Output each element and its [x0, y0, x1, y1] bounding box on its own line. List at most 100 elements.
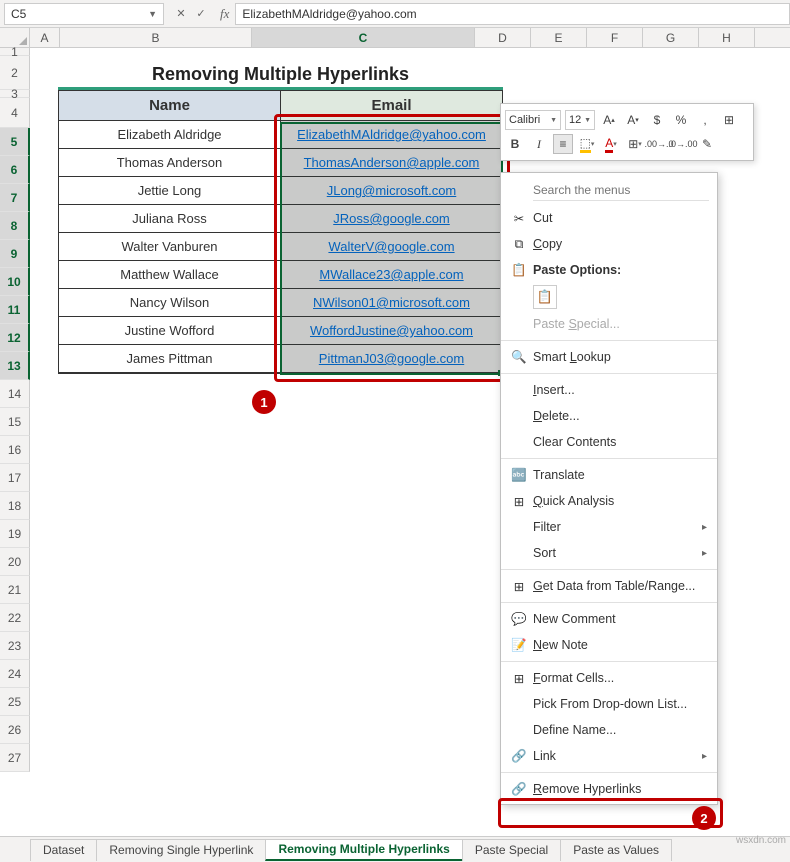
- row-header-20[interactable]: 20: [0, 548, 30, 576]
- row-header-25[interactable]: 25: [0, 688, 30, 716]
- cell-name[interactable]: James Pittman: [59, 345, 281, 372]
- italic-icon[interactable]: I: [529, 134, 549, 154]
- menu-search-input[interactable]: [533, 179, 709, 201]
- cell-name[interactable]: Jettie Long: [59, 177, 281, 204]
- menu-cut[interactable]: ✂Cut: [501, 205, 717, 231]
- currency-icon[interactable]: $: [647, 110, 667, 130]
- row-header-16[interactable]: 16: [0, 436, 30, 464]
- menu-remove[interactable]: 🔗Remove Hyperlinks: [501, 776, 717, 802]
- row-header-5[interactable]: 5: [0, 128, 30, 156]
- row-header-19[interactable]: 19: [0, 520, 30, 548]
- cell-email[interactable]: ThomasAnderson@apple.com: [281, 149, 502, 176]
- align-center-icon[interactable]: ≡: [553, 134, 573, 154]
- col-header-D[interactable]: D: [475, 28, 531, 47]
- sheet-tab[interactable]: Removing Single Hyperlink: [96, 839, 266, 861]
- menu-define[interactable]: Define Name...: [501, 717, 717, 743]
- borders-icon[interactable]: ⊞▾: [625, 134, 645, 154]
- email-link[interactable]: MWallace23@apple.com: [319, 267, 463, 282]
- cell-email[interactable]: PittmanJ03@google.com: [281, 345, 502, 372]
- cell-name[interactable]: Walter Vanburen: [59, 233, 281, 260]
- email-link[interactable]: NWilson01@microsoft.com: [313, 295, 470, 310]
- cell-email[interactable]: JLong@microsoft.com: [281, 177, 502, 204]
- email-link[interactable]: ElizabethMAldridge@yahoo.com: [297, 127, 486, 142]
- row-header-12[interactable]: 12: [0, 324, 30, 352]
- email-link[interactable]: JLong@microsoft.com: [327, 183, 457, 198]
- menu-insert[interactable]: Insert...: [501, 377, 717, 403]
- percent-icon[interactable]: %: [671, 110, 691, 130]
- select-all-corner[interactable]: [0, 28, 30, 47]
- row-header-13[interactable]: 13: [0, 352, 30, 380]
- name-box-dropdown-icon[interactable]: ▼: [148, 9, 157, 19]
- cell-email[interactable]: JRoss@google.com: [281, 205, 502, 232]
- menu-link[interactable]: 🔗Link▸: [501, 743, 717, 769]
- cell-name[interactable]: Justine Wofford: [59, 317, 281, 344]
- increase-font-icon[interactable]: A▴: [599, 110, 619, 130]
- name-box[interactable]: C5 ▼: [4, 3, 164, 25]
- email-link[interactable]: JRoss@google.com: [333, 211, 450, 226]
- menu-smart[interactable]: 🔍Smart Lookup: [501, 344, 717, 370]
- row-header-8[interactable]: 8: [0, 212, 30, 240]
- cell-name[interactable]: Matthew Wallace: [59, 261, 281, 288]
- menu-getdata[interactable]: ⊞Get Data from Table/Range...: [501, 573, 717, 599]
- cell-name[interactable]: Thomas Anderson: [59, 149, 281, 176]
- row-header-15[interactable]: 15: [0, 408, 30, 436]
- cell-email[interactable]: WoffordJustine@yahoo.com: [281, 317, 502, 344]
- menu-format[interactable]: ⊞Format Cells...: [501, 665, 717, 691]
- decrease-font-icon[interactable]: A▾: [623, 110, 643, 130]
- comma-icon[interactable]: ,: [695, 110, 715, 130]
- email-link[interactable]: PittmanJ03@google.com: [319, 351, 464, 366]
- col-header-F[interactable]: F: [587, 28, 643, 47]
- menu-paste-opt[interactable]: 📋Paste Options:: [501, 257, 717, 283]
- conditional-format-icon[interactable]: ⊞: [719, 110, 739, 130]
- accept-icon[interactable]: ✓: [192, 5, 210, 23]
- menu-quick[interactable]: ⊞Quick Analysis: [501, 488, 717, 514]
- row-header-4[interactable]: 4: [0, 98, 30, 128]
- menu-delete[interactable]: Delete...: [501, 403, 717, 429]
- menu-newnote[interactable]: 📝New Note: [501, 632, 717, 658]
- menu-copy[interactable]: ⧉Copy: [501, 231, 717, 257]
- row-header-26[interactable]: 26: [0, 716, 30, 744]
- col-header-H[interactable]: H: [699, 28, 755, 47]
- cell-email[interactable]: MWallace23@apple.com: [281, 261, 502, 288]
- col-header-C[interactable]: C: [252, 28, 475, 47]
- email-link[interactable]: WalterV@google.com: [328, 239, 454, 254]
- menu-newcomment[interactable]: 💬New Comment: [501, 606, 717, 632]
- col-header-G[interactable]: G: [643, 28, 699, 47]
- email-link[interactable]: ThomasAnderson@apple.com: [304, 155, 480, 170]
- sheet-tab[interactable]: Paste as Values: [560, 839, 672, 861]
- menu-clear[interactable]: Clear Contents: [501, 429, 717, 455]
- paste-icon[interactable]: 📋: [533, 285, 557, 309]
- row-header-3[interactable]: 3: [0, 90, 30, 98]
- col-header-A[interactable]: A: [30, 28, 60, 47]
- sheet-tab[interactable]: Dataset: [30, 839, 97, 861]
- row-header-2[interactable]: 2: [0, 56, 30, 90]
- menu-translate[interactable]: 🔤Translate: [501, 462, 717, 488]
- bold-icon[interactable]: B: [505, 134, 525, 154]
- menu-pick[interactable]: Pick From Drop-down List...: [501, 691, 717, 717]
- email-link[interactable]: WoffordJustine@yahoo.com: [310, 323, 473, 338]
- cell-email[interactable]: WalterV@google.com: [281, 233, 502, 260]
- cell-email[interactable]: NWilson01@microsoft.com: [281, 289, 502, 316]
- row-header-21[interactable]: 21: [0, 576, 30, 604]
- cell-name[interactable]: Elizabeth Aldridge: [59, 121, 281, 148]
- cell-name[interactable]: Nancy Wilson: [59, 289, 281, 316]
- row-header-22[interactable]: 22: [0, 604, 30, 632]
- increase-decimal-icon[interactable]: .00→.0: [649, 134, 669, 154]
- row-header-27[interactable]: 27: [0, 744, 30, 772]
- row-header-9[interactable]: 9: [0, 240, 30, 268]
- font-color-icon[interactable]: A▾: [601, 134, 621, 154]
- cell-email[interactable]: ElizabethMAldridge@yahoo.com: [281, 121, 502, 148]
- sheet-tab[interactable]: Paste Special: [462, 839, 561, 861]
- row-header-7[interactable]: 7: [0, 184, 30, 212]
- cell-name[interactable]: Juliana Ross: [59, 205, 281, 232]
- formula-input[interactable]: ElizabethMAldridge@yahoo.com: [235, 3, 790, 25]
- row-header-18[interactable]: 18: [0, 492, 30, 520]
- menu-sort[interactable]: Sort▸: [501, 540, 717, 566]
- row-header-24[interactable]: 24: [0, 660, 30, 688]
- row-header-11[interactable]: 11: [0, 296, 30, 324]
- row-header-6[interactable]: 6: [0, 156, 30, 184]
- font-selector[interactable]: Calibri▼: [505, 110, 561, 130]
- cancel-icon[interactable]: ✕: [172, 5, 190, 23]
- row-header-14[interactable]: 14: [0, 380, 30, 408]
- decrease-decimal-icon[interactable]: .0→.00: [673, 134, 693, 154]
